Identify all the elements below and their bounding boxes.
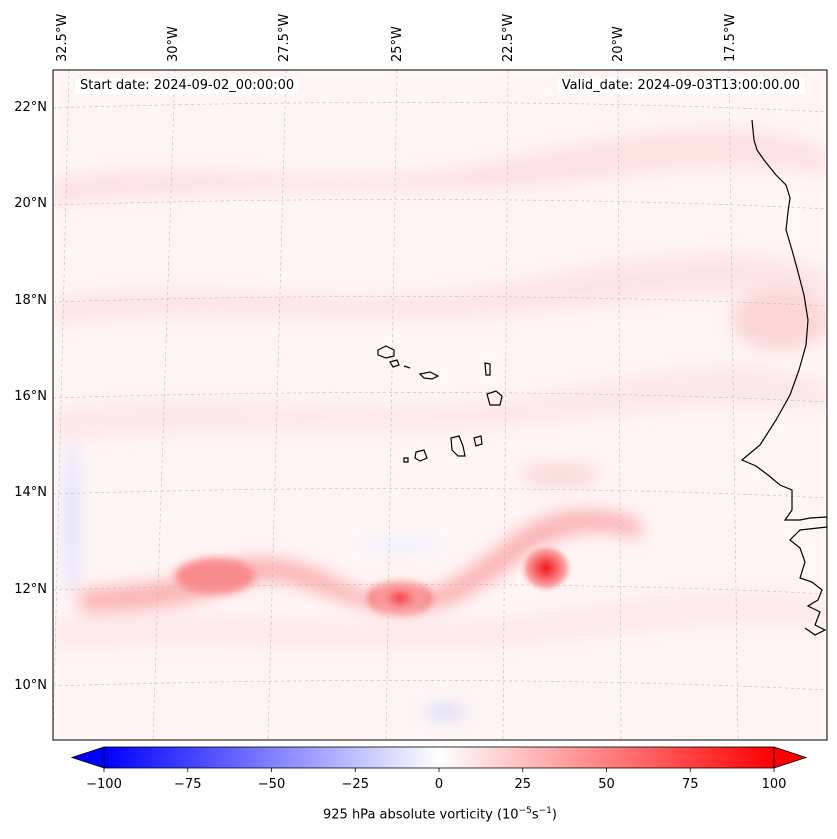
colorbar-title-mid: s [531,807,539,823]
colorbar-tick-label: 100 [762,777,787,792]
latitude-labels: 22°N 20°N 18°N 16°N 14°N 12°N 10°N [14,100,47,693]
lat-label: 14°N [14,485,47,500]
colorbar-title: 925 hPa absolute vorticity (10−5s−1) [0,806,837,822]
lon-label: 30°W [166,26,181,62]
colorbar-title-exp1: −5 [518,806,532,816]
lat-label: 18°N [14,293,47,308]
colorbar-title-suffix: ) [551,807,557,823]
cape-verde-santiago [450,435,466,457]
lat-label: 16°N [14,389,47,404]
gridlines [53,70,827,740]
lon-label: 22.5°W [501,14,516,62]
start-date-label: Start date: 2024-09-02_00:00:00 [76,78,299,94]
colorbar-tick-label: −25 [342,777,369,792]
valid-date-label: Valid_date: 2024-09-03T13:00:00.00 [557,78,804,94]
cape-verde-sal [484,362,491,376]
colorbar-tick-label: 50 [598,777,615,792]
lat-label: 12°N [14,582,47,597]
colorbar: −100 −75 −50 −25 0 25 50 75 100 [70,746,808,792]
map-panel [52,69,828,741]
colorbar-ticks: −100 −75 −50 −25 0 25 50 75 100 [86,768,786,792]
cape-verde-maio [473,435,483,447]
colorbar-tick-label: −100 [86,777,122,792]
lat-label: 20°N [14,196,47,211]
colorbar-tick-label: 75 [682,777,699,792]
colorbar-max-extend [773,746,808,769]
colorbar-gradient [104,747,774,768]
cape-verde-santo-antao [377,345,395,359]
colorbar-tick-label: −75 [174,777,201,792]
colorbar-title-exp2: −1 [538,806,552,816]
colorbar-min-extend [70,746,105,769]
colorbar-title-prefix: 925 hPa absolute vorticity (10 [323,807,519,823]
africa-coastline [740,119,827,636]
lon-label: 17.5°W [723,14,738,62]
cape-verde-sao-vicente [389,359,400,368]
lon-label: 20°W [611,26,626,62]
colorbar-tick-label: 0 [435,777,443,792]
lon-label: 27.5°W [277,14,292,62]
vorticity-maximum-east [518,542,574,594]
cape-verde-brava [403,457,409,463]
colorbar-tick-label: −50 [258,777,285,792]
longitude-labels: 32.5°W 30°W 27.5°W 25°W 22.5°W 20°W 17.5… [55,14,738,62]
vorticity-field [53,70,827,740]
colorbar-tick-label: 25 [514,777,531,792]
vorticity-maximum-central [370,578,430,618]
lat-label: 10°N [14,678,47,693]
cape-verde-sao-nicolau [418,371,440,380]
lon-label: 32.5°W [55,14,70,62]
map-frame [52,69,828,741]
cape-verde-boa-vista [486,390,503,406]
cape-verde-fogo [414,449,428,462]
coastlines [377,119,827,636]
lon-label: 25°W [390,26,405,62]
lat-label: 22°N [14,100,47,115]
